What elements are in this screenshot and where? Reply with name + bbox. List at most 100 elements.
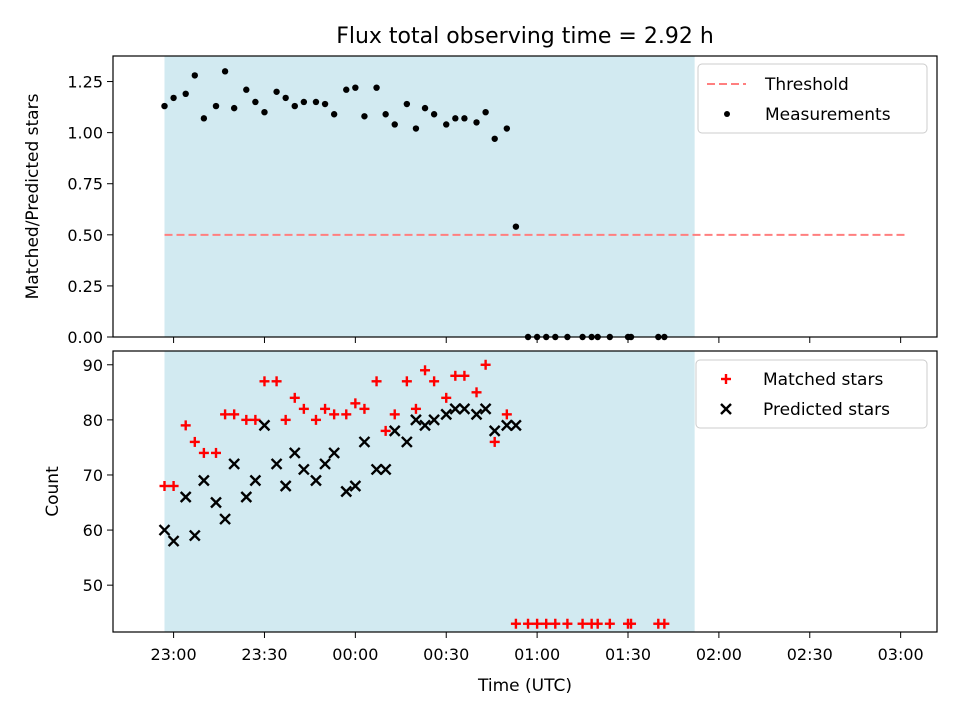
matched-star-marker (450, 370, 461, 381)
x-tick-label: 23:00 (151, 645, 197, 664)
measurement-point (170, 94, 177, 102)
measurement-point (430, 111, 438, 118)
predicted-star-marker (479, 403, 492, 415)
matched-star-marker (550, 618, 561, 629)
predicted-star-marker (328, 447, 340, 459)
predicted-star-marker (410, 414, 422, 426)
y-tick-label: 60 (83, 521, 103, 540)
matched-star-marker (371, 376, 382, 387)
matched-star-marker (471, 387, 482, 398)
measurement-point (230, 104, 238, 112)
marker-stroke (358, 436, 371, 448)
predicted-star-marker (401, 436, 413, 448)
matched-star-marker (389, 409, 400, 420)
measurement-point (243, 86, 250, 93)
predicted-star-marker (310, 474, 322, 487)
measurement-point (452, 115, 459, 122)
matched-star-marker (429, 376, 440, 387)
x-tick-label: 01:30 (605, 645, 651, 664)
marker-stroke (188, 529, 201, 542)
matched-star-marker (659, 618, 670, 629)
measurement-point (421, 104, 429, 112)
matched-star-marker (480, 359, 491, 370)
predicted-star-marker (198, 474, 210, 487)
measurement-point (361, 113, 368, 120)
matched-star-marker (410, 403, 421, 414)
measurement-point (491, 135, 498, 142)
predicted-star-marker (167, 535, 180, 547)
x-tick-label: 03:00 (878, 645, 924, 664)
predicted-star-marker (428, 414, 440, 426)
matched-star-marker (310, 414, 321, 425)
matched-star-marker (320, 403, 331, 414)
matched-star-marker (341, 409, 352, 420)
y-tick-label: 90 (83, 356, 103, 375)
observing-window-shade (164, 56, 695, 337)
matched-star-marker (523, 618, 534, 629)
measurement-point (261, 109, 268, 116)
matched-star-marker (289, 392, 300, 403)
marker-stroke (500, 419, 513, 432)
top-axes-frame (112, 55, 938, 338)
x-tick-label: 00:00 (332, 645, 378, 664)
matched-star-marker (168, 480, 179, 491)
matched-star-marker (159, 480, 170, 491)
x-tick-label: 00:30 (423, 645, 469, 664)
marker-stroke (167, 535, 180, 547)
predicted-star-marker (210, 496, 222, 509)
matched-star-marker (501, 409, 512, 420)
predicted-star-marker (458, 403, 471, 415)
measurement-point (282, 94, 289, 102)
matched-star-marker (198, 447, 209, 458)
matched-star-marker (259, 376, 270, 387)
marker-stroke (720, 403, 732, 415)
y-tick-label: 0.00 (67, 328, 103, 347)
measurement-point (403, 100, 411, 108)
measurement-point (200, 115, 208, 122)
predicted-star-marker (249, 474, 262, 487)
measurement-point (300, 98, 308, 106)
x-axis-label: Time (UTC) (477, 676, 572, 696)
measurement-point (212, 102, 220, 110)
measurement-point (482, 109, 489, 116)
y-tick-label: 70 (83, 466, 103, 485)
predicted-star-marker (500, 419, 513, 432)
marker-stroke (219, 513, 231, 525)
predicted-star-marker (179, 491, 192, 503)
measurement-point (161, 102, 168, 110)
x-tick-label: 02:00 (696, 645, 742, 664)
predicted-star-marker (370, 463, 383, 476)
marker-stroke (210, 496, 222, 509)
matched-star-marker (250, 414, 261, 425)
matched-star-marker (380, 425, 391, 436)
marker-stroke (179, 491, 192, 503)
legend-matched-label: Matched stars (763, 370, 883, 390)
matched-star-marker (401, 376, 412, 387)
marker-stroke (319, 458, 331, 470)
matched-star-marker (721, 374, 731, 384)
predicted-star-marker (279, 480, 292, 492)
y-tick-label: 0.75 (67, 175, 103, 194)
marker-stroke (449, 403, 462, 415)
y-tick-label: 80 (83, 411, 103, 430)
marker-stroke (401, 436, 413, 448)
predicted-star-marker (470, 408, 483, 421)
legend-top: Threshold Measurements (697, 63, 928, 134)
marker-stroke (340, 485, 353, 498)
predicted-star-marker (219, 513, 231, 525)
marker-stroke (428, 414, 440, 426)
predicted-star-marker (158, 524, 171, 536)
marker-stroke (288, 447, 301, 459)
matched-star-marker (359, 403, 370, 414)
matched-star-marker (510, 618, 521, 629)
legend-measurement-swatch (724, 111, 730, 117)
legend-measurement-label: Measurements (765, 105, 891, 125)
y-axis-label: Count (43, 466, 63, 517)
marker-stroke (458, 403, 471, 415)
matched-star-marker (271, 376, 282, 387)
matched-star-marker (220, 409, 231, 420)
marker-stroke (240, 491, 253, 503)
matched-star-marker (541, 618, 552, 629)
predicted-star-marker (298, 463, 310, 476)
